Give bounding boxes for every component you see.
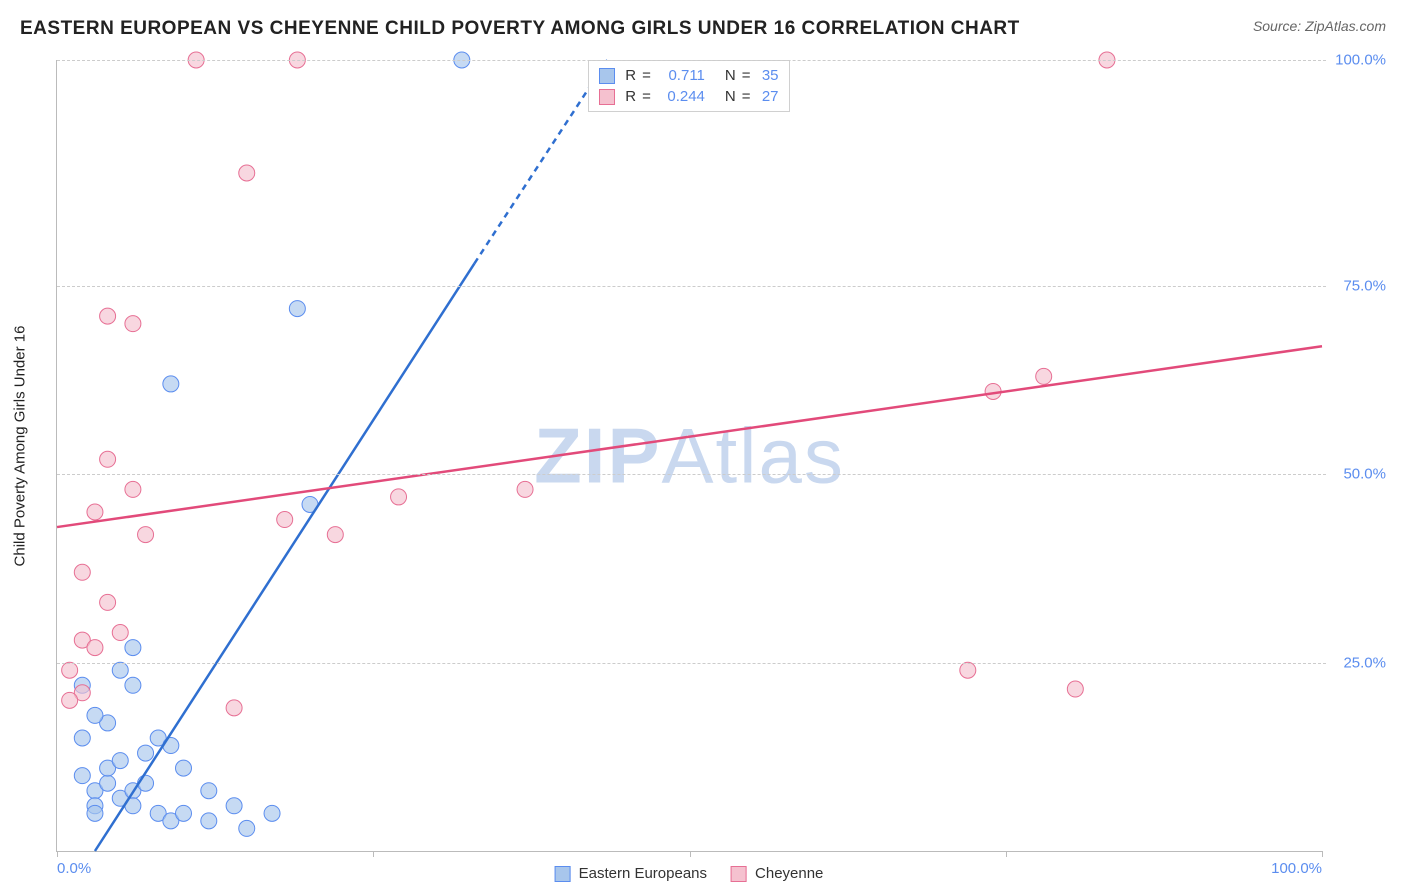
stat-n-label: N	[725, 67, 736, 84]
x-tick	[1006, 851, 1007, 857]
data-point	[1067, 681, 1083, 697]
trend-line	[57, 346, 1322, 527]
y-axis-label: Child Poverty Among Girls Under 16	[12, 326, 29, 567]
stats-legend: R = 0.711 N = 35 R = 0.244 N = 27	[588, 60, 789, 112]
stats-row: R = 0.711 N = 35	[599, 65, 778, 86]
stat-n-value: 35	[757, 67, 779, 84]
data-point	[239, 820, 255, 836]
stat-r-label: R	[625, 88, 636, 105]
stat-eq: =	[642, 67, 651, 84]
data-point	[226, 700, 242, 716]
legend-swatch	[555, 866, 571, 882]
y-tick-label: 75.0%	[1330, 278, 1386, 295]
legend-label: Cheyenne	[755, 865, 823, 882]
data-point	[74, 564, 90, 580]
stat-r-value: 0.711	[657, 67, 705, 84]
x-tick	[1322, 851, 1323, 857]
data-point	[87, 805, 103, 821]
data-point	[277, 512, 293, 528]
y-tick-label: 50.0%	[1330, 466, 1386, 483]
data-point	[100, 308, 116, 324]
correlation-chart: ZIPAtlas R=0.711N=35R=0.244N=27 25.0%50.…	[56, 60, 1322, 852]
data-point	[74, 768, 90, 784]
y-tick-label: 100.0%	[1330, 52, 1386, 69]
data-point	[239, 165, 255, 181]
legend-item: Eastern Europeans	[555, 865, 707, 882]
stat-n-value: 27	[757, 88, 779, 105]
x-tick	[57, 851, 58, 857]
series-legend: Eastern Europeans Cheyenne	[549, 865, 830, 882]
data-point	[125, 640, 141, 656]
data-point	[960, 662, 976, 678]
trend-line	[95, 263, 475, 851]
data-point	[1036, 368, 1052, 384]
page-title: EASTERN EUROPEAN VS CHEYENNE CHILD POVER…	[20, 18, 1020, 40]
data-point	[327, 527, 343, 543]
y-tick-label: 25.0%	[1330, 654, 1386, 671]
data-point	[176, 760, 192, 776]
data-point	[138, 745, 154, 761]
data-point	[176, 805, 192, 821]
chart-svg	[57, 60, 1322, 851]
data-point	[163, 376, 179, 392]
gridline	[57, 60, 1326, 61]
data-point	[100, 451, 116, 467]
data-point	[74, 730, 90, 746]
legend-item: Cheyenne	[731, 865, 823, 882]
data-point	[201, 783, 217, 799]
gridline	[57, 663, 1326, 664]
legend-swatch	[599, 89, 615, 105]
data-point	[264, 805, 280, 821]
data-point	[125, 316, 141, 332]
data-point	[62, 662, 78, 678]
data-point	[125, 677, 141, 693]
gridline	[57, 286, 1326, 287]
stat-eq: =	[642, 88, 651, 105]
legend-label: Eastern Europeans	[579, 865, 707, 882]
data-point	[226, 798, 242, 814]
data-point	[112, 753, 128, 769]
x-tick-label: 0.0%	[57, 860, 91, 877]
stats-row: R = 0.244 N = 27	[599, 86, 778, 107]
data-point	[87, 707, 103, 723]
data-point	[100, 594, 116, 610]
data-point	[391, 489, 407, 505]
data-point	[517, 481, 533, 497]
stat-eq: =	[742, 67, 751, 84]
plot-area: ZIPAtlas R=0.711N=35R=0.244N=27 25.0%50.…	[56, 60, 1322, 852]
stat-r-value: 0.244	[657, 88, 705, 105]
data-point	[201, 813, 217, 829]
legend-swatch	[731, 866, 747, 882]
data-point	[125, 481, 141, 497]
x-tick	[373, 851, 374, 857]
data-point	[112, 625, 128, 641]
data-point	[112, 662, 128, 678]
x-tick-label: 100.0%	[1271, 860, 1322, 877]
data-point	[289, 301, 305, 317]
data-point	[100, 775, 116, 791]
data-point	[138, 527, 154, 543]
stat-r-label: R	[625, 67, 636, 84]
legend-swatch	[599, 68, 615, 84]
data-point	[62, 692, 78, 708]
source-label: Source: ZipAtlas.com	[1253, 18, 1386, 34]
stat-n-label: N	[725, 88, 736, 105]
stat-eq: =	[742, 88, 751, 105]
data-point	[87, 504, 103, 520]
x-tick	[690, 851, 691, 857]
data-point	[87, 640, 103, 656]
gridline	[57, 474, 1326, 475]
